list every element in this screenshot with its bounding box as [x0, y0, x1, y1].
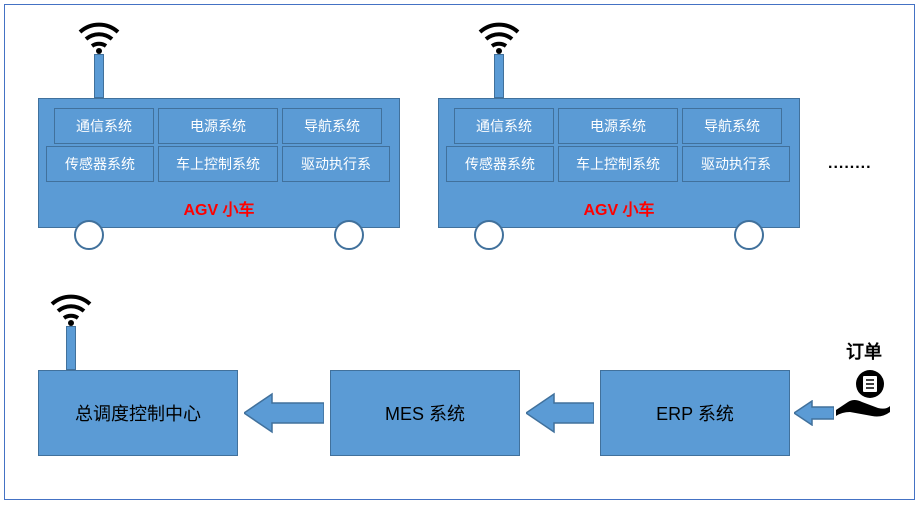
- module-power: 电源系统: [158, 108, 278, 144]
- arrow-left-icon: [526, 392, 594, 434]
- wifi-icon: [48, 290, 94, 326]
- wheel-right: [334, 220, 364, 250]
- agv-label: AGV 小车: [38, 196, 400, 220]
- module-sensor: 传感器系统: [446, 146, 554, 182]
- module-comm: 通信系统: [54, 108, 154, 144]
- mes-system-box: MES 系统: [330, 370, 520, 456]
- module-sensor: 传感器系统: [46, 146, 154, 182]
- order-label: 订单: [846, 338, 882, 364]
- wheel-left: [74, 220, 104, 250]
- arrow-left-icon: [244, 392, 324, 434]
- module-onboard: 车上控制系统: [158, 146, 278, 182]
- order-hand-document-icon: [834, 362, 894, 422]
- wheel-right: [734, 220, 764, 250]
- wifi-icon: [476, 18, 522, 54]
- antenna-pole: [94, 54, 104, 98]
- erp-system-box: ERP 系统: [600, 370, 790, 456]
- ellipsis: ........: [828, 155, 872, 173]
- module-comm: 通信系统: [454, 108, 554, 144]
- wifi-icon: [76, 18, 122, 54]
- module-drive: 驱动执行系: [282, 146, 390, 182]
- module-power: 电源系统: [558, 108, 678, 144]
- module-onboard: 车上控制系统: [558, 146, 678, 182]
- module-drive: 驱动执行系: [682, 146, 790, 182]
- arrow-left-icon: [794, 400, 834, 426]
- wheel-left: [474, 220, 504, 250]
- module-nav: 导航系统: [682, 108, 782, 144]
- module-nav: 导航系统: [282, 108, 382, 144]
- dispatch-center-box: 总调度控制中心: [38, 370, 238, 456]
- agv-label: AGV 小车: [438, 196, 800, 220]
- antenna-pole: [66, 326, 76, 370]
- antenna-pole: [494, 54, 504, 98]
